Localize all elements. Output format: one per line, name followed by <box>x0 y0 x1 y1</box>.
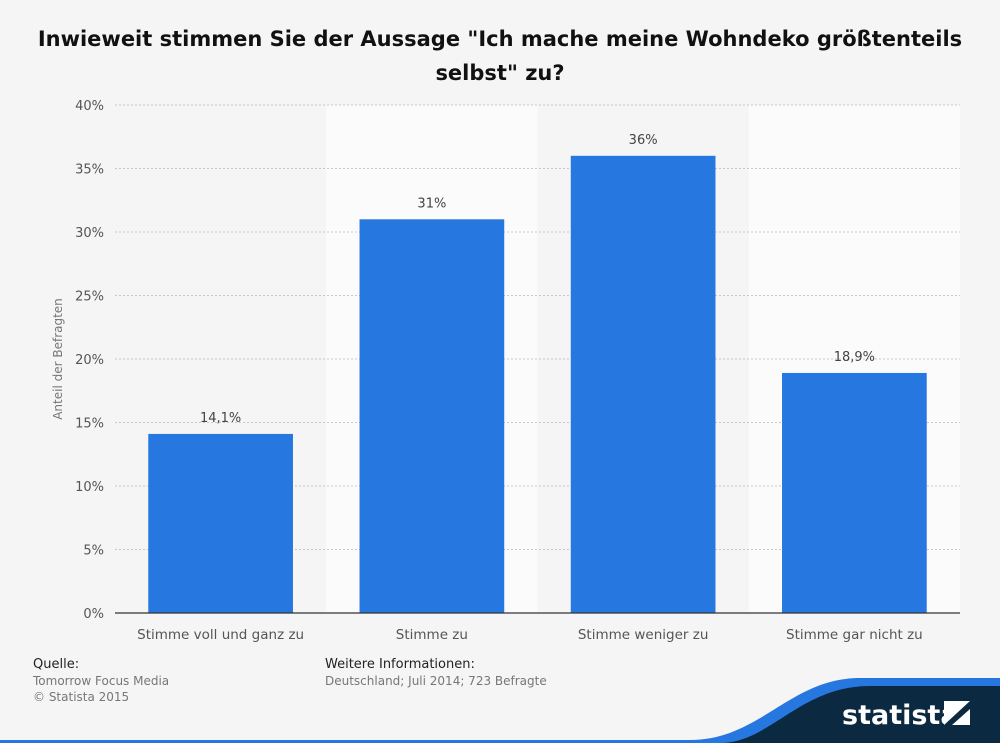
y-tick-label: 10% <box>75 480 104 495</box>
source-line: Tomorrow Focus Media <box>33 674 170 688</box>
brand-accent-stripe <box>0 678 1000 743</box>
bar-chart: 0% 5% 10% 15% 20% 25% 30% 35% 40% Anteil der Bef… <box>51 99 960 643</box>
bar <box>782 372 927 613</box>
info-heading: Weitere Informationen: <box>325 657 475 672</box>
source-heading: Quelle: <box>33 657 80 672</box>
brand-dark-panel <box>720 686 1000 743</box>
source-block: Quelle: Tomorrow Focus Media © Statista … <box>33 657 169 705</box>
x-tick-label: Stimme weniger zu <box>578 627 709 643</box>
x-axis-ticks: Stimme voll und ganz zu Stimme zu Stimme w… <box>137 627 923 643</box>
copyright-line: © Statista 2015 <box>33 690 130 704</box>
y-tick-label: 0% <box>83 607 104 622</box>
bars <box>148 155 927 614</box>
value-label: 14,1% <box>200 411 241 426</box>
y-tick-label: 30% <box>75 226 104 241</box>
info-block: Weitere Informationen: Deutschland; Juli… <box>325 657 547 689</box>
value-label: 31% <box>417 196 446 211</box>
y-tick-label: 25% <box>75 290 104 305</box>
y-tick-label: 5% <box>83 544 104 559</box>
x-tick-label: Stimme zu <box>396 627 468 643</box>
bar <box>570 155 716 614</box>
value-label: 18,9% <box>834 350 875 365</box>
y-axis-ticks: 0% 5% 10% 15% 20% 25% 30% 35% 40% <box>75 99 104 622</box>
y-tick-label: 20% <box>75 353 104 368</box>
bar <box>148 433 293 613</box>
y-axis-label: Anteil der Befragten <box>51 298 65 420</box>
statista-logo-text: statista <box>842 700 959 731</box>
chart-title: Inwieweit stimmen Sie der Aussage "Ich m… <box>37 27 963 85</box>
y-tick-label: 15% <box>75 417 104 432</box>
info-line: Deutschland; Juli 2014; 723 Befragte <box>325 674 547 688</box>
y-tick-label: 40% <box>75 99 104 114</box>
x-tick-label: Stimme voll und ganz zu <box>137 627 304 643</box>
value-labels: 14,1% 31% 36% 18,9% <box>200 133 875 426</box>
value-label: 36% <box>629 133 658 148</box>
y-tick-label: 35% <box>75 163 104 178</box>
bar <box>359 219 505 614</box>
statista-brand: statista <box>0 678 1000 743</box>
x-tick-label: Stimme gar nicht zu <box>786 627 923 643</box>
statista-logo-icon <box>944 701 970 725</box>
